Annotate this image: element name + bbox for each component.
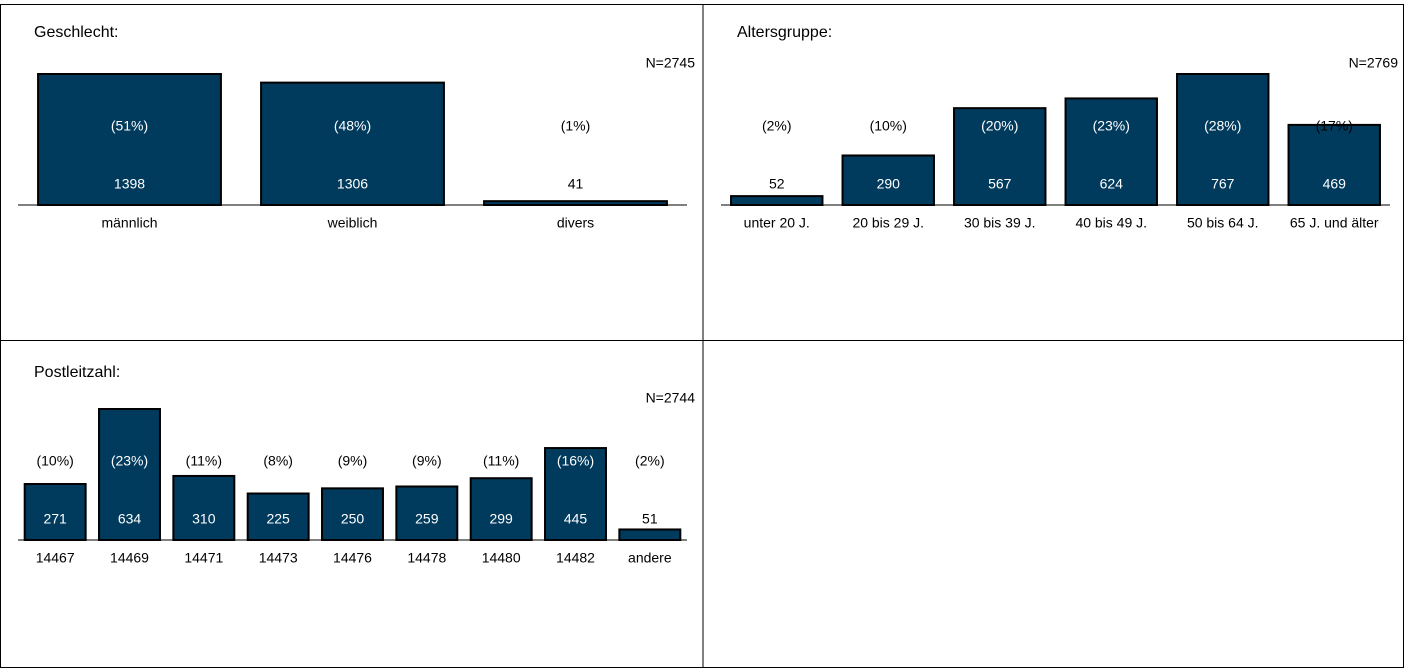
bar: [37, 73, 222, 206]
x-tick-label: 40 bis 49 J.: [1075, 215, 1147, 231]
bar: [98, 408, 161, 541]
x-tick-label: 14471: [184, 550, 223, 566]
percent-label: (9%): [412, 453, 442, 469]
value-label: 1306: [337, 176, 368, 192]
value-label: 259: [415, 511, 439, 527]
chart-title: Geschlecht:: [34, 24, 118, 41]
bar: [321, 487, 384, 541]
bar: [483, 200, 668, 206]
value-label: 299: [489, 511, 513, 527]
bar: [730, 195, 824, 206]
value-label: 567: [988, 176, 1012, 192]
percent-label: (1%): [561, 118, 591, 134]
x-tick-label: andere: [628, 550, 672, 566]
x-tick-label: 14480: [482, 550, 521, 566]
percent-label: (28%): [1204, 118, 1241, 134]
value-label: 290: [877, 176, 901, 192]
x-tick-label: 20 bis 29 J.: [852, 215, 924, 231]
value-label: 767: [1211, 176, 1235, 192]
bar: [618, 528, 682, 542]
percent-label: (10%): [870, 118, 907, 134]
x-tick-label: 30 bis 39 J.: [964, 215, 1036, 231]
value-label: 445: [564, 511, 588, 527]
x-tick-label: weiblich: [327, 215, 378, 231]
percent-label: (23%): [111, 453, 148, 469]
x-tick-label: 14469: [110, 550, 149, 566]
percent-label: (17%): [1316, 118, 1353, 134]
percent-label: (51%): [111, 118, 148, 134]
value-label: 41: [568, 176, 584, 192]
value-label: 250: [341, 511, 365, 527]
x-tick-label: 14478: [407, 550, 446, 566]
value-label: 469: [1323, 176, 1347, 192]
value-label: 271: [43, 511, 67, 527]
x-tick-label: männlich: [101, 215, 157, 231]
percent-label: (16%): [557, 453, 594, 469]
percent-label: (10%): [36, 453, 73, 469]
n-label: N=2744: [646, 390, 696, 406]
value-label: 52: [769, 176, 785, 192]
percent-label: (2%): [635, 453, 665, 469]
value-label: 1398: [114, 176, 145, 192]
n-label: N=2769: [1349, 55, 1399, 71]
percent-label: (9%): [338, 453, 368, 469]
bar: [395, 485, 459, 541]
x-tick-label: 14482: [556, 550, 595, 566]
percent-label: (8%): [263, 453, 293, 469]
percent-label: (11%): [483, 453, 519, 469]
value-label: 634: [118, 511, 142, 527]
n-label: N=2745: [646, 55, 696, 71]
value-label: 624: [1100, 176, 1124, 192]
percent-label: (2%): [762, 118, 792, 134]
x-tick-label: divers: [557, 215, 594, 231]
percent-label: (23%): [1093, 118, 1130, 134]
chart-title: Altersgruppe:: [737, 24, 832, 41]
value-label: 51: [642, 511, 658, 527]
bar: [260, 81, 445, 206]
x-tick-label: 65 J. und älter: [1290, 215, 1379, 231]
value-label: 310: [192, 511, 216, 527]
percent-label: (20%): [981, 118, 1018, 134]
x-tick-label: 50 bis 64 J.: [1187, 215, 1259, 231]
bar: [469, 477, 533, 541]
x-tick-label: unter 20 J.: [744, 215, 810, 231]
bar: [1064, 97, 1158, 206]
bar: [23, 483, 87, 541]
bar: [246, 492, 310, 541]
chart-title: Postleitzahl:: [34, 364, 120, 381]
x-tick-label: 14476: [333, 550, 372, 566]
bar: [1287, 123, 1381, 206]
bar: [172, 474, 236, 542]
bar: [841, 154, 935, 206]
value-label: 225: [266, 511, 290, 527]
bar: [544, 447, 607, 542]
x-tick-label: 14473: [259, 550, 298, 566]
x-tick-label: 14467: [36, 550, 75, 566]
percent-label: (11%): [186, 453, 222, 469]
percent-label: (48%): [334, 118, 371, 134]
